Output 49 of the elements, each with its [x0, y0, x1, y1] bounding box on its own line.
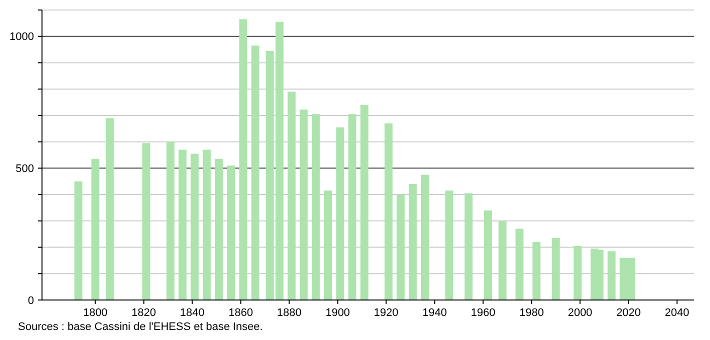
bar	[484, 210, 492, 300]
bar	[608, 251, 616, 300]
bar	[574, 246, 582, 300]
bar	[312, 114, 320, 300]
x-tick-label: 1940	[422, 307, 447, 319]
x-tick-label: 1860	[228, 307, 253, 319]
bar	[202, 150, 211, 300]
x-tick-label: 1980	[519, 307, 544, 319]
bar	[336, 127, 344, 300]
bar	[445, 190, 454, 300]
x-tick-label: 2040	[664, 307, 690, 319]
bar	[142, 143, 150, 300]
bar	[227, 166, 236, 300]
bar	[420, 174, 429, 300]
bar	[106, 118, 114, 300]
bar	[532, 242, 540, 300]
bar	[239, 19, 248, 300]
bar	[251, 46, 260, 300]
bar	[74, 181, 82, 300]
bar	[408, 184, 417, 300]
bar	[190, 154, 199, 300]
source-note: Sources : base Cassini de l'EHESS et base Insee.	[18, 321, 263, 333]
x-tick-label: 1960	[470, 307, 496, 319]
bar	[515, 228, 524, 300]
x-tick-label: 1840	[180, 307, 205, 319]
x-tick-label: 1800	[83, 307, 108, 319]
bar	[498, 220, 507, 300]
y-tick-label: 1000	[10, 31, 34, 44]
bar	[288, 92, 296, 300]
bar	[214, 158, 223, 300]
x-tick-label: 1920	[374, 307, 398, 319]
x-tick-label: 2000	[568, 307, 592, 319]
bar	[384, 123, 393, 300]
bar	[324, 190, 332, 300]
x-tick-label: 2020	[616, 307, 641, 319]
y-tick-label: 500	[16, 163, 34, 176]
bar	[396, 194, 405, 300]
bar	[360, 104, 368, 300]
bar	[178, 150, 187, 300]
bar	[348, 114, 356, 300]
x-tick-label: 1820	[132, 307, 156, 319]
x-tick-label: 1880	[276, 307, 302, 319]
bar	[300, 110, 308, 300]
x-tick-label: 1900	[325, 307, 350, 319]
bar	[91, 158, 100, 300]
bar	[464, 193, 473, 300]
y-tick-label: 0	[28, 294, 34, 307]
bar	[552, 238, 560, 300]
bar	[166, 142, 174, 300]
